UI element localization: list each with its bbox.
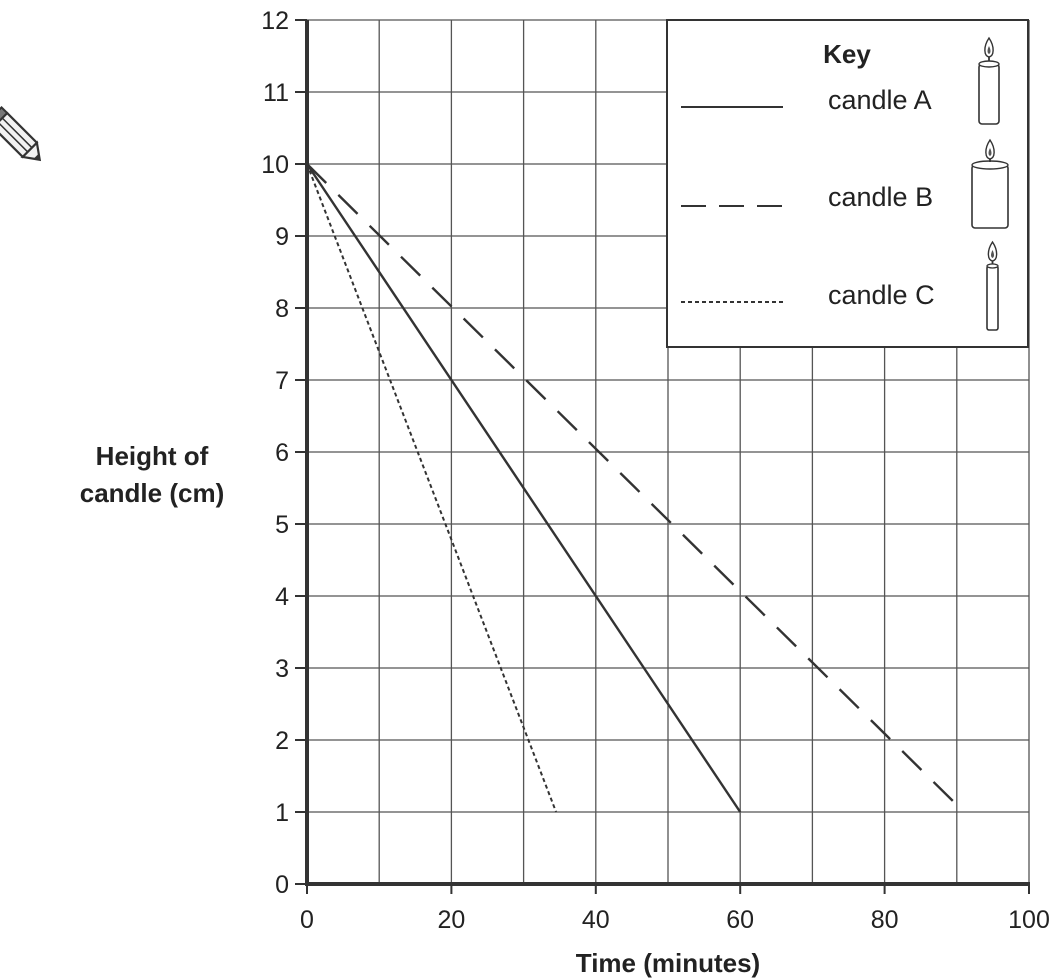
legend-label-candle-a: candle A [828, 85, 932, 115]
legend-label-candle-c: candle C [828, 280, 935, 310]
series-line-candle-b [306, 163, 965, 813]
series-lines [306, 163, 965, 813]
y-tick-label: 1 [275, 799, 289, 827]
legend-entry-candle-a: candle A [681, 36, 1000, 125]
legend-entry-candle-b: candle B [681, 138, 1009, 229]
y-tick-label: 0 [275, 871, 289, 899]
pencil-icon [0, 105, 42, 162]
x-tick-label: 100 [1008, 906, 1050, 934]
x-tick-label: 0 [300, 906, 314, 934]
y-tick-label: 2 [275, 727, 289, 755]
y-tick-label: 7 [275, 367, 289, 395]
x-tick-label: 60 [726, 906, 754, 934]
y-tick-label: 11 [263, 79, 289, 107]
candle-medium-icon [978, 36, 1000, 125]
y-tick-label: 6 [275, 439, 289, 467]
candle-thin-icon [986, 240, 999, 331]
y-tick-label: 4 [275, 583, 289, 611]
legend: Key candle A candle B [666, 19, 1029, 348]
y-axis-title-line1: Height of [96, 441, 209, 471]
legend-entry-candle-c: candle C [681, 240, 999, 331]
x-tick-label: 20 [437, 906, 465, 934]
x-tick-label: 80 [871, 906, 899, 934]
series-line-candle-c [306, 163, 558, 813]
y-tick-label: 12 [261, 7, 289, 35]
series-line-candle-a [306, 163, 742, 813]
candle-wide-icon [971, 138, 1009, 229]
y-tick-label: 5 [275, 511, 289, 539]
y-tick-label: 8 [275, 295, 289, 323]
legend-label-candle-b: candle B [828, 182, 933, 212]
y-tick-label: 3 [275, 655, 289, 683]
y-tick-label: 9 [275, 223, 289, 251]
x-axis-title: Time (minutes) [576, 948, 760, 978]
legend-title: Key [823, 39, 871, 69]
x-tick-label: 40 [582, 906, 610, 934]
y-axis-title-line2: candle (cm) [80, 478, 225, 508]
y-tick-label: 10 [261, 151, 289, 179]
